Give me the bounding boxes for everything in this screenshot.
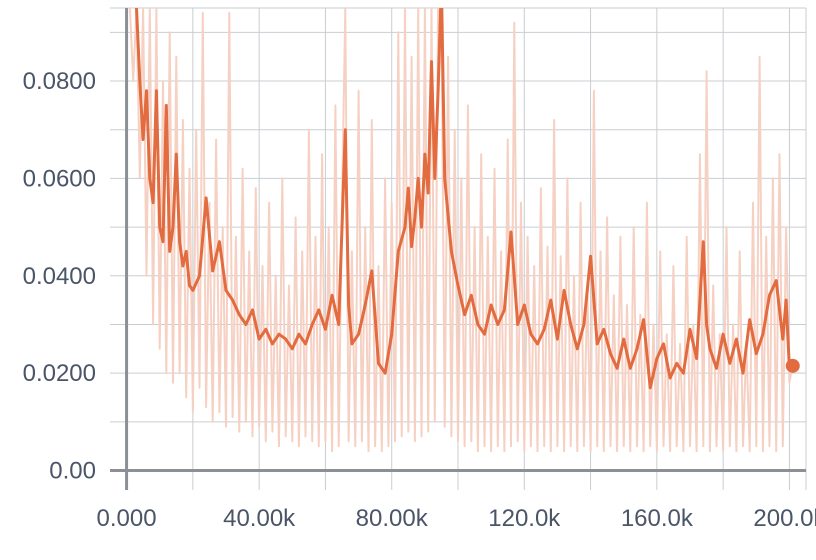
x-tick-label: 160.0k <box>621 505 694 532</box>
x-tick-label: 40.00k <box>223 505 296 532</box>
y-tick-label: 0.00 <box>49 458 96 485</box>
x-tick-label: 0.000 <box>97 505 157 532</box>
y-tick-label: 0.0600 <box>23 165 96 192</box>
y-tick-label: 0.0800 <box>23 68 96 95</box>
x-tick-label: 200.0k <box>753 505 816 532</box>
x-tick-label: 120.0k <box>488 505 561 532</box>
x-tick-label: 80.00k <box>356 505 429 532</box>
line-chart: 0.00 0.0200 0.0400 0.0600 0.0800 0.000 40.00k 8… <box>0 0 816 560</box>
y-tick-label: 0.0400 <box>23 263 96 290</box>
chart-container: 0.00 0.0200 0.0400 0.0600 0.0800 0.000 40.00k 8… <box>0 0 816 560</box>
y-tick-label: 0.0200 <box>23 360 96 387</box>
raw-series <box>130 8 793 451</box>
end-marker <box>786 359 800 373</box>
